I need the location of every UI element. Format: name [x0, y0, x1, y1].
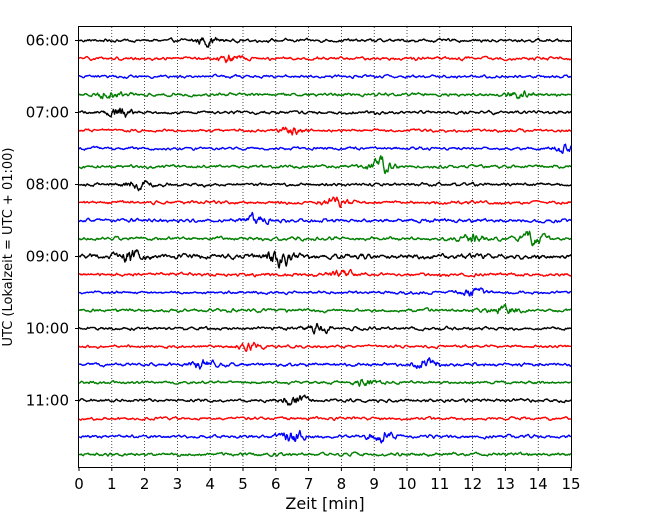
y-axis-ticks: 06:00 07:00 08:00 09:00 10:00 11:00	[26, 32, 79, 410]
trace-1045	[78, 378, 572, 387]
x-tick-label: 13	[496, 475, 515, 493]
y-tick-label: 09:00	[26, 248, 69, 266]
trace-0730	[78, 143, 572, 154]
x-tick-label: 15	[561, 475, 580, 493]
x-tick-label: 5	[238, 475, 248, 493]
trace-0600	[78, 36, 572, 48]
x-tick-label: 10	[397, 475, 416, 493]
x-tick-label: 9	[369, 475, 379, 493]
x-tick-label: 6	[271, 475, 281, 493]
x-tick-label: 14	[529, 475, 548, 493]
x-tick-label: 3	[173, 475, 183, 493]
x-tick-label: 12	[463, 475, 482, 493]
trace-0715	[78, 126, 572, 136]
trace-1100	[78, 394, 572, 406]
x-tick-label: 1	[107, 475, 117, 493]
trace-1030	[78, 357, 572, 370]
x-tick-label: 2	[140, 475, 150, 493]
grid-lines	[111, 27, 539, 467]
y-axis-label: UTC (Lokalzeit = UTC + 01:00)	[1, 148, 16, 347]
x-tick-label: 4	[205, 475, 215, 493]
traces	[78, 36, 572, 458]
y-tick-label: 11:00	[26, 392, 69, 410]
trace-0915	[78, 268, 572, 278]
trace-1145	[78, 451, 572, 458]
x-axis-ticks: 0 1 2 3 4 5 6 7 8 9 10 11 12 13 14 15	[74, 467, 581, 493]
trace-0830	[78, 211, 572, 226]
trace-0700	[78, 107, 572, 118]
trace-1015	[78, 341, 572, 353]
trace-0845	[78, 230, 572, 247]
x-axis-label: Zeit [min]	[285, 494, 364, 513]
x-tick-label: 11	[430, 475, 449, 493]
y-tick-label: 08:00	[26, 176, 69, 194]
trace-1115	[78, 415, 572, 422]
x-tick-label: 0	[74, 475, 84, 493]
y-tick-label: 10:00	[26, 320, 69, 338]
x-tick-label: 7	[304, 475, 314, 493]
trace-0815	[78, 196, 572, 209]
trace-0630	[78, 73, 572, 80]
x-tick-label: 8	[337, 475, 347, 493]
y-tick-label: 07:00	[26, 104, 69, 122]
trace-0645	[78, 90, 572, 100]
trace-0945	[78, 303, 572, 315]
y-tick-label: 06:00	[26, 32, 69, 50]
plot-frame	[78, 26, 572, 468]
trace-0615	[78, 54, 572, 64]
trace-1130	[78, 429, 572, 444]
trace-0930	[78, 287, 572, 297]
trace-0900	[78, 249, 572, 269]
trace-0745	[78, 155, 572, 175]
trace-1000	[78, 323, 572, 335]
trace-0800	[78, 179, 572, 192]
